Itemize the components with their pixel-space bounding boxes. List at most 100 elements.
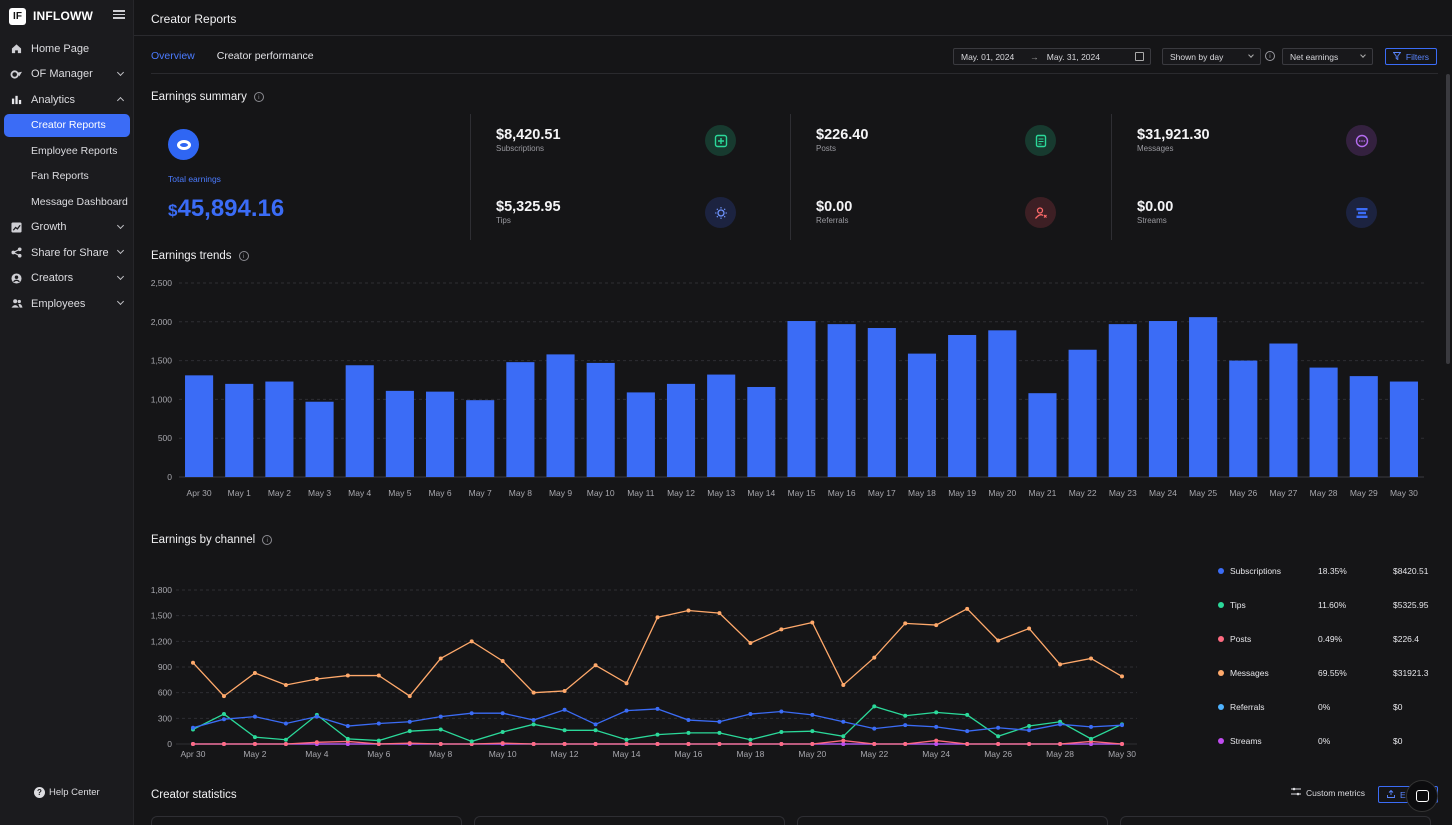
data-point <box>221 742 226 746</box>
date-end: May. 31, 2024 <box>1046 51 1100 62</box>
date-range-picker[interactable]: May. 01, 2024 → May. 31, 2024 <box>953 48 1151 65</box>
x-tick-label: May 6 <box>428 488 451 498</box>
legend-row-tips[interactable]: Tips 11.60% $5325.95 <box>1218 596 1438 630</box>
x-tick-label: May 13 <box>707 488 735 498</box>
stat-card <box>1120 816 1431 825</box>
data-point <box>965 712 970 717</box>
data-point <box>252 714 257 719</box>
data-point <box>779 627 784 632</box>
info-icon[interactable]: i <box>238 251 249 261</box>
x-tick-label: May 5 <box>388 488 411 498</box>
sidebar-item-employees[interactable]: Employees <box>0 291 134 317</box>
sidebar-subitem-message-dashboard[interactable]: Message Dashboard <box>31 195 128 208</box>
date-start: May. 01, 2024 <box>961 51 1015 62</box>
data-point <box>283 721 288 726</box>
chat-icon <box>1415 790 1429 802</box>
data-point <box>810 712 815 717</box>
metric-select[interactable]: Net earnings <box>1282 48 1373 65</box>
data-point <box>748 742 753 746</box>
help-center-link[interactable]: ? Help Center <box>34 787 100 798</box>
sidebar-item-analytics[interactable]: Analytics <box>0 87 134 113</box>
data-point <box>283 742 288 746</box>
metric-streams: $0.00 Streams <box>1137 197 1377 239</box>
brand[interactable]: IF INFLOWW <box>9 6 125 26</box>
data-point <box>1089 736 1094 741</box>
topbar: Creator Reports <box>134 0 1452 36</box>
x-tick-label: May 21 <box>1029 488 1057 498</box>
stat-card <box>797 816 1108 825</box>
data-point <box>1058 742 1063 746</box>
hamburger-menu-icon[interactable] <box>113 8 125 20</box>
stat-card <box>151 816 462 825</box>
scrollbar[interactable] <box>1446 74 1450 364</box>
x-tick-label: May 29 <box>1350 488 1378 498</box>
data-point <box>593 742 598 746</box>
sidebar-subitem-creator-reports[interactable]: Creator Reports <box>4 113 130 137</box>
data-point <box>345 724 350 729</box>
data-point <box>221 712 226 717</box>
tabs: Overview Creator performance <box>151 50 336 74</box>
chat-support-button[interactable] <box>1406 780 1438 812</box>
x-tick-label: May 24 <box>922 749 950 759</box>
x-tick-label: May 30 <box>1390 488 1418 498</box>
legend-row-posts[interactable]: Posts 0.49% $226.4 <box>1218 630 1438 664</box>
earnings-by-channel-chart: 0 300 600 900 1,200 1,500 1,800 Apr 30 May 2 May … <box>151 585 1137 759</box>
data-point <box>624 708 629 713</box>
sidebar-item-creators[interactable]: Creators <box>0 266 134 292</box>
sidebar-item-share-for-share[interactable]: Share for Share <box>0 240 134 266</box>
legend-name: Tips <box>1230 600 1246 610</box>
shown-by-select[interactable]: Shown by day <box>1162 48 1261 65</box>
sidebar-subitem-fan-reports[interactable]: Fan Reports <box>31 170 89 183</box>
info-icon[interactable]: i <box>262 535 273 545</box>
data-point <box>345 736 350 741</box>
custom-metrics-button[interactable]: Custom metrics <box>1291 787 1365 798</box>
bar <box>586 362 615 477</box>
bar <box>827 324 856 477</box>
bar <box>1148 321 1178 477</box>
sidebar-item-label: Analytics <box>31 93 76 106</box>
x-tick-label: May 10 <box>489 749 517 759</box>
x-tick-label: May 28 <box>1046 749 1074 759</box>
info-icon[interactable]: i <box>253 92 264 102</box>
bar <box>666 383 696 477</box>
brand-name: INFLOWW <box>33 9 94 23</box>
data-point <box>562 728 567 733</box>
sidebar-item-home[interactable]: Home Page <box>0 36 134 62</box>
x-tick-label: May 16 <box>675 749 703 759</box>
chevron-down-icon <box>116 272 125 280</box>
filters-button[interactable]: Filters <box>1385 48 1437 65</box>
sidebar-item-growth[interactable]: Growth <box>0 215 134 241</box>
bar <box>867 328 896 477</box>
custom-metrics-label: Custom metrics <box>1306 787 1366 798</box>
growth-chart-icon <box>10 221 23 234</box>
total-earnings-amount: 45,894.16 <box>177 195 285 222</box>
sidebar-item-of-manager[interactable]: OF Manager <box>0 62 134 88</box>
bar <box>1269 343 1298 477</box>
tab-creator-performance[interactable]: Creator performance <box>216 50 314 62</box>
export-label: E <box>1400 789 1406 800</box>
x-tick-label: May 24 <box>1149 488 1177 498</box>
legend-row-subscriptions[interactable]: Subscriptions 18.35% $8420.51 <box>1218 562 1438 596</box>
earnings-by-channel-title: Earnings by channel i <box>151 534 273 546</box>
chevron-up-icon <box>116 96 125 105</box>
sidebar-subitem-employee-reports[interactable]: Employee Reports <box>31 144 118 157</box>
metric-label: Posts <box>816 144 837 153</box>
x-tick-label: May 18 <box>908 488 936 498</box>
data-point <box>872 655 877 660</box>
filters-label: Filters <box>1405 51 1430 62</box>
tab-overview[interactable]: Overview <box>151 50 195 74</box>
brand-logo: IF <box>9 7 26 25</box>
metric-messages: $31,921.30 Messages <box>1137 125 1377 167</box>
legend-row-streams[interactable]: Streams 0% $0 <box>1218 732 1438 766</box>
legend-row-messages[interactable]: Messages 69.55% $31921.3 <box>1218 664 1438 698</box>
earnings-trends-title: Earnings trends i <box>151 250 249 262</box>
legend-pct: 0% <box>1318 736 1331 746</box>
filter-icon <box>1392 51 1402 62</box>
legend-name: Streams <box>1230 736 1262 746</box>
info-icon[interactable]: i <box>1265 51 1275 61</box>
data-point <box>655 706 660 711</box>
legend-row-referrals[interactable]: Referrals 0% $0 <box>1218 698 1438 732</box>
x-tick-label: May 1 <box>228 488 251 498</box>
legend-amount: $0 <box>1393 736 1403 746</box>
